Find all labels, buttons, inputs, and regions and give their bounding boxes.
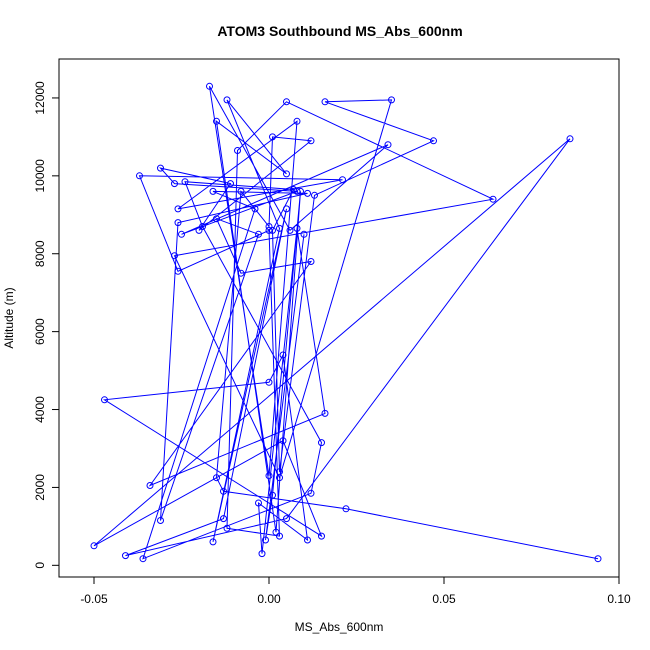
x-axis-label: MS_Abs_600nm: [295, 620, 384, 634]
x-tick-label: -0.05: [80, 592, 108, 606]
data-point: [304, 189, 311, 197]
y-tick-label: 4000: [33, 396, 47, 423]
data-point: [339, 176, 346, 184]
data-point: [276, 468, 283, 476]
data-point: [255, 499, 262, 507]
data-point: [321, 98, 329, 106]
data-point: [279, 351, 287, 359]
data-point: [265, 226, 273, 234]
data-point: [157, 164, 164, 172]
data-point: [293, 117, 301, 125]
data-point: [146, 482, 154, 489]
y-tick-label: 10000: [33, 159, 47, 193]
data-point: [213, 117, 220, 125]
data-point: [237, 269, 245, 277]
data-point: [293, 187, 301, 195]
data-point: [223, 96, 231, 104]
data-point: [157, 517, 164, 524]
data-point: [321, 409, 329, 417]
data-point: [174, 267, 182, 275]
x-axis: -0.05 0.00 0.05 0.10: [80, 576, 631, 606]
data-point: [297, 187, 304, 195]
data-point: [223, 524, 231, 532]
data-point: [178, 230, 185, 238]
data-point: [181, 178, 189, 186]
data-point: [171, 180, 178, 188]
data-point: [171, 252, 178, 260]
data-point: [269, 226, 276, 234]
data-point: [174, 219, 182, 227]
data-point: [489, 195, 497, 203]
data-point: [139, 555, 147, 563]
data-point: [255, 230, 262, 238]
data-point: [209, 187, 217, 195]
data-point: [311, 191, 318, 199]
data-point: [213, 215, 220, 223]
data-point: [265, 378, 273, 386]
data-point: [269, 491, 276, 499]
data-point: [122, 552, 129, 560]
plot-frame: [58, 58, 620, 578]
data-point: [307, 489, 315, 497]
series-line: [93, 86, 599, 560]
data-point: [307, 137, 315, 145]
data-point: [195, 226, 203, 234]
x-tick-label: 0.10: [607, 592, 631, 606]
data-point: [265, 472, 273, 480]
data-point: [272, 528, 280, 536]
data-point: [290, 186, 297, 193]
x-tick-label: 0.05: [432, 592, 456, 606]
data-point: [286, 226, 294, 234]
y-tick-label: 8000: [33, 240, 47, 267]
chart-title: ATOM3 Southbound MS_Abs_600nm: [217, 23, 462, 39]
data-point: [279, 437, 287, 445]
data-point: [209, 538, 217, 546]
data-point: [384, 141, 392, 149]
data-point: [276, 532, 283, 540]
y-tick-label: 6000: [33, 318, 47, 345]
data-point: [265, 223, 273, 230]
data-point: [220, 515, 227, 523]
data-point: [174, 205, 182, 213]
data-point: [276, 224, 283, 232]
data-point: [300, 230, 308, 238]
data-point: [206, 82, 213, 90]
data-point: [430, 137, 437, 145]
data-point: [388, 96, 395, 104]
data-point: [213, 474, 220, 482]
data-point: [234, 147, 241, 154]
data-point: [318, 532, 325, 540]
data-point: [262, 536, 269, 544]
data-point: [101, 396, 108, 404]
data-point: [251, 205, 259, 213]
data-point: [220, 487, 227, 495]
y-tick-label: 2000: [33, 474, 47, 501]
data-point: [258, 550, 266, 558]
y-tick-label: 12000: [33, 81, 47, 115]
data-point: [269, 133, 276, 141]
data-point: [283, 205, 290, 213]
data-point: [237, 187, 245, 195]
data-point: [90, 542, 98, 550]
data-point: [307, 258, 315, 265]
y-axis: 0 2000 4000 6000 8000 10000 12000: [33, 81, 60, 569]
data-point: [566, 135, 574, 143]
data-point: [304, 536, 311, 544]
y-axis-label: Altitude (m): [2, 287, 16, 348]
data-point: [342, 505, 350, 513]
y-tick-label: 0: [33, 562, 47, 569]
data-point: [199, 223, 206, 230]
data-point: [318, 439, 325, 447]
data-point: [283, 170, 290, 178]
data-point: [594, 555, 602, 563]
data-layer: [90, 82, 602, 563]
data-point: [136, 172, 143, 180]
data-point: [283, 98, 290, 106]
data-point: [227, 180, 234, 188]
data-point: [293, 224, 301, 232]
x-tick-label: 0.00: [257, 592, 281, 606]
data-point: [283, 515, 290, 523]
